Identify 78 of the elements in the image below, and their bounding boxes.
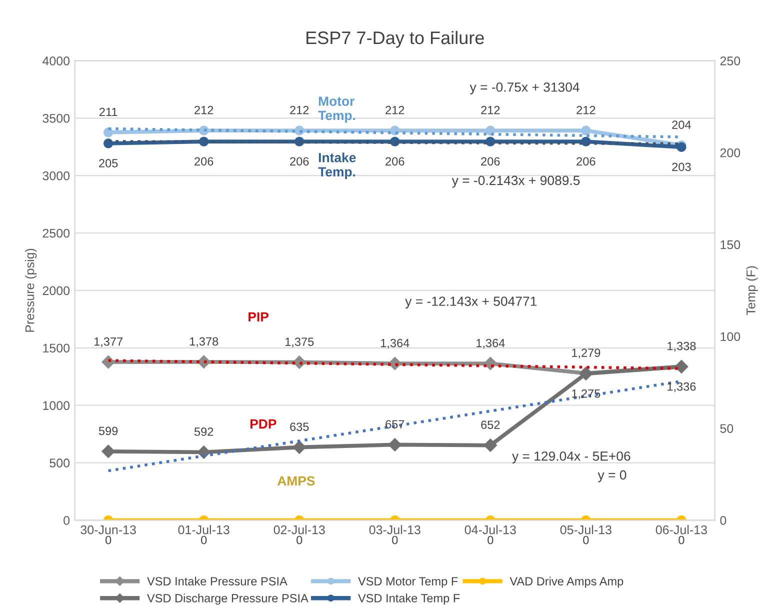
y-tick-label: 3000 [42,171,70,180]
y2-tick-label: 150 [720,240,740,250]
legend-label: VSD Intake Temp F [358,594,460,605]
x-tick-label: 30-Jun-13 [80,525,136,534]
annotation: PIP [248,312,268,322]
data-label: 592 [194,428,214,436]
data-label: 0 [678,536,684,544]
annotation: Motor Temp. [318,96,356,123]
data-label: 1,275 [572,389,600,400]
data-label: 1,336 [668,382,696,392]
y-tick-label: 3500 [42,114,70,123]
x-tick-label: 05-Jul-13 [560,525,612,534]
y2-tick-label: 100 [720,332,740,342]
legend-label: VSD Motor Temp F [358,577,458,588]
y-tick-label: 4000 [42,56,70,66]
annotation: y = 129.04x - 5E+06 [512,451,630,464]
x-tick-label: 02-Jul-13 [274,525,325,534]
data-label: 211 [100,108,118,116]
data-label: 203 [672,162,691,172]
x-tick-label: 04-Jul-13 [464,525,516,534]
data-label: 1,378 [190,337,218,348]
data-label: 0 [392,536,398,544]
data-label: 206 [576,157,596,166]
annotation: y = -0.2143x + 9089.5 [452,176,580,188]
data-label: 635 [290,422,309,431]
x-tick-label: 03-Jul-13 [369,525,420,534]
annotation: Intake Temp. [318,152,356,180]
legend-label: VAD Drive Amps Amp [510,576,624,588]
y2-tick-label: 200 [720,148,740,158]
legend-label: VSD Intake Pressure PSIA [147,576,288,586]
data-label: 206 [290,157,309,166]
y2-tick-label: 50 [720,424,734,433]
data-label: 0 [488,536,494,544]
data-label: 1,364 [381,338,410,349]
data-label: 212 [481,106,500,114]
legend-label: VSD Discharge Pressure PSIA [147,594,308,605]
data-label: 206 [386,157,404,166]
data-label: 205 [99,159,118,168]
data-label: 204 [672,120,691,129]
y2-tick-label: 250 [720,56,740,66]
annotation: y = -12.143x + 504771 [405,296,537,309]
data-label: 0 [583,536,589,544]
data-label: 0 [105,536,112,544]
y-tick-label: 2500 [42,228,70,238]
y-tick-label: 0 [64,516,70,525]
point [486,126,496,136]
y2-tick-label: 0 [720,516,726,525]
y-axis-title: Pressure (psig) [25,248,37,332]
annotation: y = 0 [598,470,626,482]
data-label: 1,364 [476,338,505,349]
x-tick-label: 06-Jul-13 [656,525,707,534]
annotation: y = -0.75x + 31304 [470,82,580,94]
data-label: 1,377 [94,337,122,348]
data-label: 1,375 [285,338,314,348]
y2-axis-title: Temp (F) [746,266,758,316]
data-label: 212 [386,106,404,114]
y-tick-label: 1500 [43,344,70,353]
data-label: 657 [386,420,404,428]
point [581,126,591,136]
data-label: 206 [481,157,500,166]
point [103,128,114,138]
annotation: AMPS [277,476,315,486]
chart-title: ESP7 7-Day to Failure [306,30,484,48]
data-label: 212 [194,106,214,114]
data-label: 1,338 [668,342,696,352]
y-tick-label: 2000 [42,286,70,296]
x-tick-label: 01-Jul-13 [178,525,230,534]
y-tick-label: 1000 [43,401,70,410]
data-label: 212 [576,106,596,114]
y-tick-label: 500 [50,458,70,468]
annotation: PDP [250,419,276,428]
data-label: 1,279 [572,348,600,358]
data-label: 0 [296,536,302,544]
data-label: 0 [201,536,207,544]
data-label: 206 [194,157,214,166]
data-label: 652 [481,420,500,430]
data-label: 212 [290,106,309,114]
data-label: 599 [98,426,118,436]
